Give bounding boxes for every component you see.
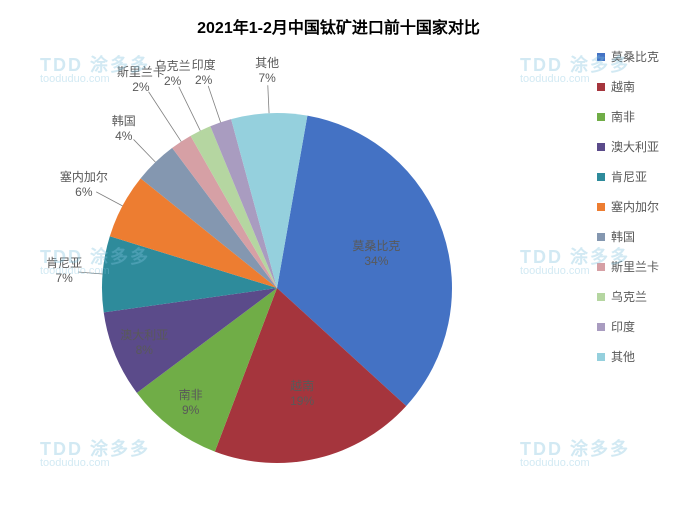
slice-label: 其他7% [255, 56, 279, 86]
legend-item: 其他 [597, 348, 659, 365]
legend-swatch [597, 143, 605, 151]
leader-line [208, 86, 220, 122]
legend-item: 南非 [597, 108, 659, 125]
legend-swatch [597, 353, 605, 361]
leader-line [268, 85, 269, 113]
legend-text: 塞内加尔 [611, 198, 659, 215]
legend-swatch [597, 203, 605, 211]
legend-swatch [597, 83, 605, 91]
legend-item: 乌克兰 [597, 288, 659, 305]
chart-container: 2021年1-2月中国钛矿进口前十国家对比 莫桑比克34%越南19%南非9%澳大… [0, 0, 677, 522]
legend: 莫桑比克越南南非澳大利亚肯尼亚塞内加尔韩国斯里兰卡乌克兰印度其他 [597, 48, 659, 365]
legend-swatch [597, 323, 605, 331]
legend-text: 乌克兰 [611, 288, 647, 305]
legend-swatch [597, 263, 605, 271]
legend-swatch [597, 173, 605, 181]
legend-text: 印度 [611, 318, 635, 335]
pie-chart [0, 0, 677, 522]
legend-text: 莫桑比克 [611, 48, 659, 65]
slice-label: 越南19% [290, 379, 314, 409]
legend-text: 越南 [611, 78, 635, 95]
legend-text: 斯里兰卡 [611, 258, 659, 275]
legend-item: 澳大利亚 [597, 138, 659, 155]
legend-item: 斯里兰卡 [597, 258, 659, 275]
legend-swatch [597, 53, 605, 61]
legend-item: 越南 [597, 78, 659, 95]
legend-text: 肯尼亚 [611, 168, 647, 185]
legend-item: 莫桑比克 [597, 48, 659, 65]
leader-line [179, 87, 200, 131]
slice-label: 肯尼亚7% [46, 256, 82, 286]
slice-label: 莫桑比克34% [352, 239, 400, 269]
legend-item: 塞内加尔 [597, 198, 659, 215]
legend-item: 印度 [597, 318, 659, 335]
legend-item: 肯尼亚 [597, 168, 659, 185]
slice-label: 乌克兰2% [155, 59, 191, 89]
legend-item: 韩国 [597, 228, 659, 245]
leader-line [149, 92, 182, 142]
leader-line [134, 139, 156, 162]
legend-text: 韩国 [611, 228, 635, 245]
legend-swatch [597, 233, 605, 241]
slice-label: 韩国4% [112, 114, 136, 144]
legend-swatch [597, 113, 605, 121]
slice-label: 南非9% [179, 388, 203, 418]
slice-label: 印度2% [192, 58, 216, 88]
legend-text: 其他 [611, 348, 635, 365]
legend-text: 澳大利亚 [611, 138, 659, 155]
slice-label: 澳大利亚8% [120, 328, 168, 358]
legend-text: 南非 [611, 108, 635, 125]
slice-label: 塞内加尔6% [60, 170, 108, 200]
legend-swatch [597, 293, 605, 301]
